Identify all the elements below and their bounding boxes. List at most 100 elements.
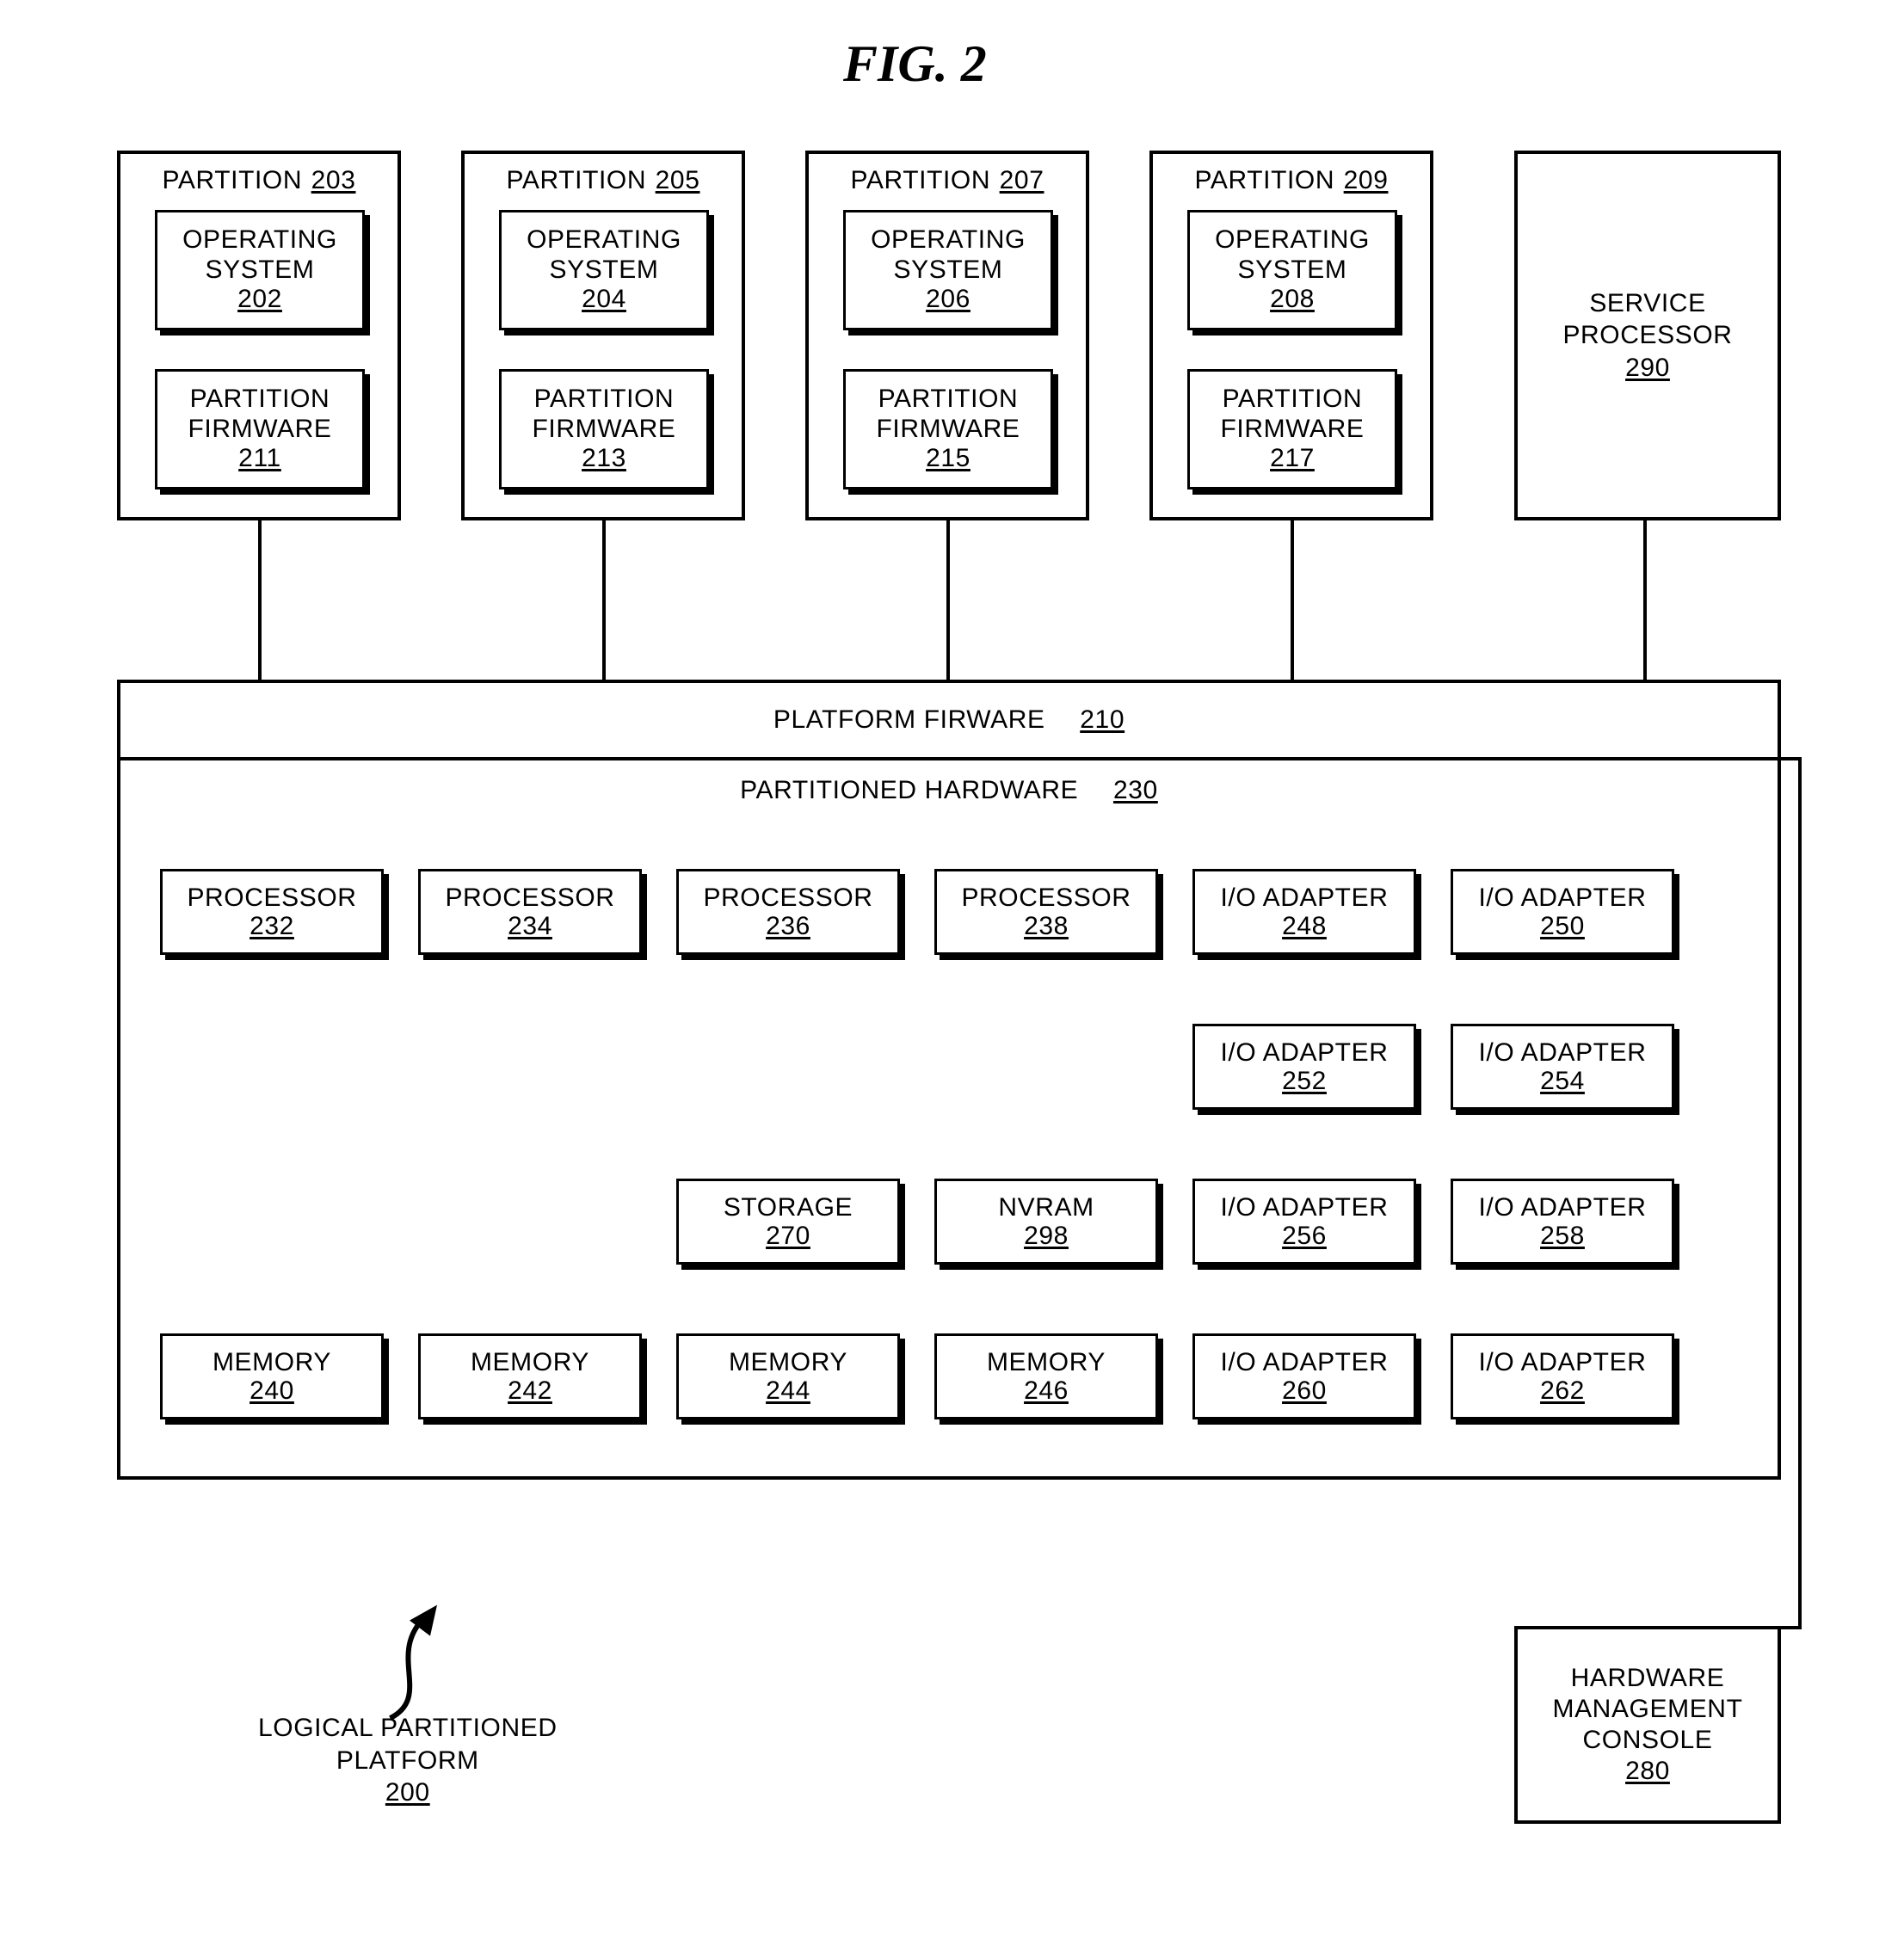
hw-label: PROCESSOR [187, 884, 356, 912]
hmc-label-3: CONSOLE [1583, 1725, 1713, 1756]
fw-ref: 217 [1270, 444, 1315, 474]
fw-label-2: FIRMWARE [1220, 415, 1364, 445]
connector-line [946, 520, 950, 680]
hw-label: PROCESSOR [445, 884, 614, 912]
connector-line [1643, 520, 1647, 680]
hardware-box: PROCESSOR232 [160, 869, 384, 955]
os-box: OPERATINGSYSTEM202 [155, 210, 365, 330]
hardware-box: PROCESSOR238 [934, 869, 1158, 955]
hw-label: MEMORY [987, 1348, 1106, 1376]
hw-label: MEMORY [213, 1348, 331, 1376]
hardware-box: MEMORY242 [418, 1333, 642, 1419]
partition-box: PARTITION 207 OPERATINGSYSTEM206 PARTITIONF… [805, 151, 1089, 520]
hw-ref: 242 [508, 1376, 552, 1405]
hw-ref: 298 [1024, 1222, 1069, 1250]
sp-ref: 290 [1625, 352, 1670, 385]
hw-label: STORAGE [724, 1193, 853, 1222]
hw-ref: 256 [1282, 1222, 1327, 1250]
hw-label: MEMORY [729, 1348, 847, 1376]
platform-firmware-bar: PLATFORM FIRWARE 210 [120, 683, 1778, 760]
service-processor-box: SERVICEPROCESSOR290 [1514, 151, 1781, 520]
figure-title: FIG. 2 [843, 34, 987, 94]
hw-ref: 270 [766, 1222, 810, 1250]
hw-label: I/O ADAPTER [1221, 1348, 1389, 1376]
hardware-box: MEMORY240 [160, 1333, 384, 1419]
hw-ref: 250 [1540, 912, 1585, 940]
fw-label-2: FIRMWARE [532, 415, 675, 445]
os-label-1: OPERATING [1215, 225, 1370, 256]
fw-label-1: PARTITION [1223, 385, 1363, 415]
hardware-box: NVRAM298 [934, 1179, 1158, 1265]
hardware-box: PROCESSOR234 [418, 869, 642, 955]
hw-ref: 232 [250, 912, 294, 940]
hw-ref: 244 [766, 1376, 810, 1405]
hw-label: I/O ADAPTER [1479, 1193, 1647, 1222]
partition-box: PARTITION203OPERATINGSYSTEM202PARTITIONF… [117, 151, 401, 520]
connector-line [1798, 757, 1802, 1626]
partition-header: PARTITION209 [1153, 166, 1430, 195]
ph-label: PARTITIONED HARDWARE [740, 776, 1078, 805]
lpp-line1: LOGICAL PARTITIONED [258, 1712, 558, 1745]
os-ref: 206 [926, 285, 970, 315]
hardware-box: MEMORY246 [934, 1333, 1158, 1419]
partition-label: PARTITION [163, 166, 303, 195]
partition-firmware-box: PARTITIONFIRMWARE215 [843, 369, 1053, 490]
fw-label-1: PARTITION [190, 385, 330, 415]
hw-label: NVRAM [998, 1193, 1094, 1222]
os-label-2: SYSTEM [206, 256, 315, 286]
os-ref: 202 [237, 285, 282, 315]
diagram-canvas: FIG. 2PARTITION203OPERATINGSYSTEM202PART… [0, 0, 1904, 1958]
hw-label: I/O ADAPTER [1479, 1348, 1647, 1376]
os-label-2: SYSTEM [1238, 256, 1347, 286]
logical-partitioned-platform-label: LOGICAL PARTITIONEDPLATFORM200 [258, 1712, 558, 1809]
pf-label: PLATFORM FIRWARE [773, 705, 1045, 735]
hw-ref: 248 [1282, 912, 1327, 940]
hw-ref: 254 [1540, 1067, 1585, 1095]
hw-label: PROCESSOR [961, 884, 1131, 912]
sp-label-1: SERVICE [1589, 287, 1705, 320]
fw-ref: 213 [582, 444, 626, 474]
connector-line [1291, 520, 1294, 680]
hw-ref: 258 [1540, 1222, 1585, 1250]
os-label-1: OPERATING [871, 225, 1026, 256]
connector-line [602, 520, 606, 680]
hardware-box: I/O ADAPTER262 [1451, 1333, 1674, 1419]
hmc-label-2: MANAGEMENT [1552, 1694, 1742, 1725]
hardware-box: I/O ADAPTER248 [1192, 869, 1416, 955]
hw-ref: 260 [1282, 1376, 1327, 1405]
partition-label: PARTITION [851, 166, 991, 195]
hw-label: I/O ADAPTER [1221, 1193, 1389, 1222]
fw-label-2: FIRMWARE [876, 415, 1020, 445]
partition-box: PARTITION205OPERATINGSYSTEM204PARTITIONF… [461, 151, 745, 520]
hardware-box: PROCESSOR236 [676, 869, 900, 955]
hardware-box: I/O ADAPTER254 [1451, 1024, 1674, 1110]
sp-label-2: PROCESSOR [1562, 319, 1732, 352]
hardware-box: I/O ADAPTER252 [1192, 1024, 1416, 1110]
hw-label: I/O ADAPTER [1221, 1038, 1389, 1067]
os-box: OPERATINGSYSTEM206 [843, 210, 1053, 330]
ph-ref: 230 [1113, 776, 1158, 805]
os-label-2: SYSTEM [894, 256, 1003, 286]
partition-ref: 207 [1000, 166, 1044, 195]
partition-label: PARTITION [1195, 166, 1335, 195]
hardware-box: I/O ADAPTER258 [1451, 1179, 1674, 1265]
fw-ref: 211 [238, 444, 281, 474]
connector-line [1781, 1626, 1802, 1629]
pf-ref: 210 [1080, 705, 1125, 735]
os-ref: 208 [1270, 285, 1315, 315]
partition-firmware-box: PARTITIONFIRMWARE213 [499, 369, 709, 490]
lpp-line2: PLATFORM [258, 1745, 558, 1777]
os-ref: 204 [582, 285, 626, 315]
os-label-2: SYSTEM [550, 256, 659, 286]
partition-ref: 205 [656, 166, 700, 195]
partition-box: PARTITION209OPERATINGSYSTEM208PARTITIONF… [1149, 151, 1433, 520]
os-box: OPERATINGSYSTEM204 [499, 210, 709, 330]
fw-ref: 215 [926, 444, 970, 474]
hardware-box: I/O ADAPTER250 [1451, 869, 1674, 955]
partition-header: PARTITION 207 [809, 166, 1086, 195]
fw-label-2: FIRMWARE [188, 415, 331, 445]
partition-firmware-box: PARTITIONFIRMWARE211 [155, 369, 365, 490]
os-label-1: OPERATING [182, 225, 337, 256]
hw-ref: 252 [1282, 1067, 1327, 1095]
hardware-box: I/O ADAPTER256 [1192, 1179, 1416, 1265]
